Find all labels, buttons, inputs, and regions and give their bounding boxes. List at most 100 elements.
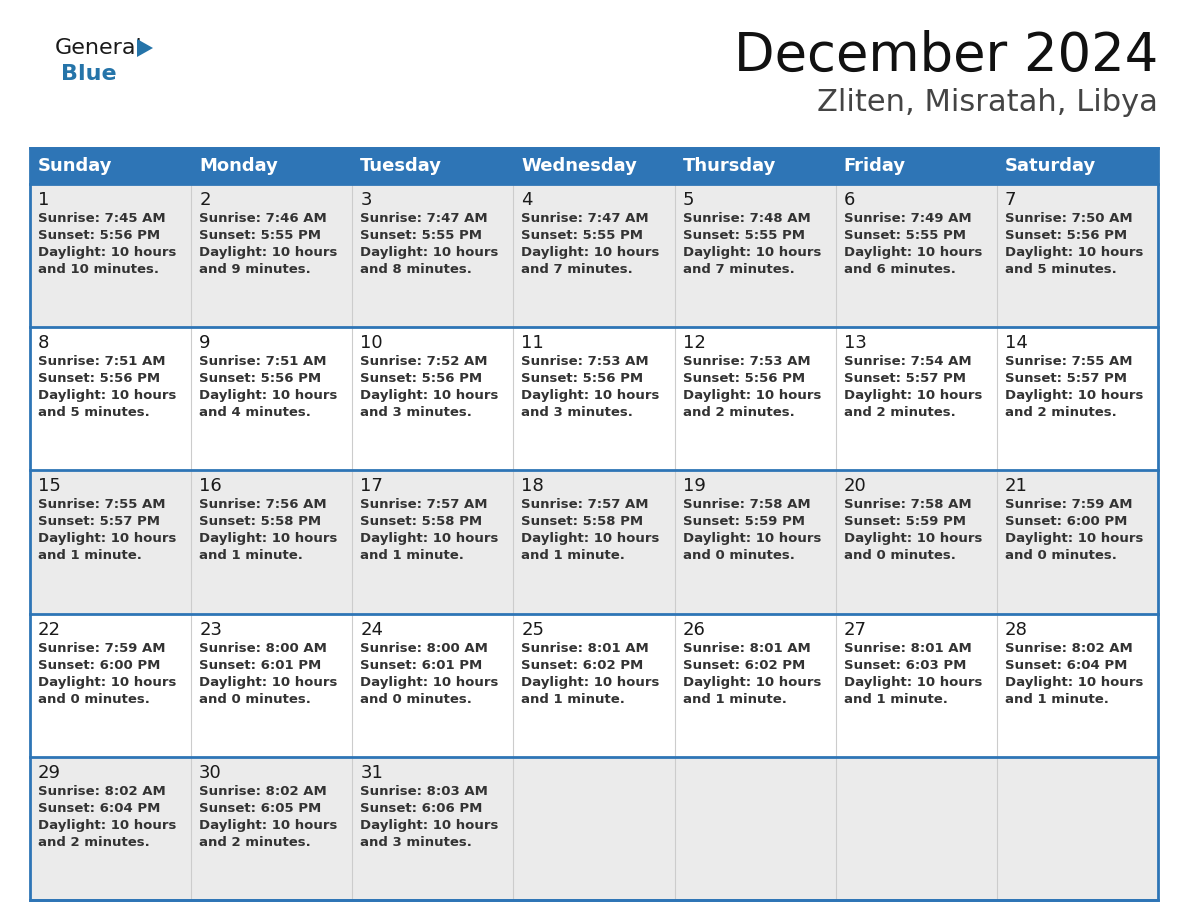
Text: and 10 minutes.: and 10 minutes. <box>38 263 159 276</box>
Text: Sunset: 5:56 PM: Sunset: 5:56 PM <box>38 372 160 386</box>
Text: Sunset: 5:55 PM: Sunset: 5:55 PM <box>843 229 966 242</box>
Text: Daylight: 10 hours: Daylight: 10 hours <box>522 389 659 402</box>
Text: Sunset: 5:57 PM: Sunset: 5:57 PM <box>843 372 966 386</box>
Text: Sunset: 5:55 PM: Sunset: 5:55 PM <box>522 229 644 242</box>
Bar <box>191 470 353 613</box>
Text: Sunrise: 7:56 AM: Sunrise: 7:56 AM <box>200 498 327 511</box>
Text: Sunset: 5:58 PM: Sunset: 5:58 PM <box>360 515 482 529</box>
Text: 11: 11 <box>522 334 544 353</box>
Text: Sunset: 5:56 PM: Sunset: 5:56 PM <box>1005 229 1127 242</box>
Text: and 2 minutes.: and 2 minutes. <box>843 406 955 420</box>
Text: 12: 12 <box>683 334 706 353</box>
Text: 16: 16 <box>200 477 222 496</box>
Text: and 0 minutes.: and 0 minutes. <box>1005 549 1117 563</box>
Text: 9: 9 <box>200 334 210 353</box>
Text: Sunrise: 7:59 AM: Sunrise: 7:59 AM <box>38 642 165 655</box>
Text: Sunset: 6:03 PM: Sunset: 6:03 PM <box>843 658 966 672</box>
Text: Sunrise: 8:02 AM: Sunrise: 8:02 AM <box>38 785 166 798</box>
Text: Friday: Friday <box>843 157 905 175</box>
Text: Daylight: 10 hours: Daylight: 10 hours <box>522 246 659 259</box>
Text: Monday: Monday <box>200 157 278 175</box>
Text: Sunrise: 8:01 AM: Sunrise: 8:01 AM <box>843 642 972 655</box>
Polygon shape <box>137 39 153 57</box>
Text: Daylight: 10 hours: Daylight: 10 hours <box>360 532 499 545</box>
Text: and 5 minutes.: and 5 minutes. <box>38 406 150 420</box>
Bar <box>30 327 191 470</box>
Bar <box>191 613 353 756</box>
Text: Daylight: 10 hours: Daylight: 10 hours <box>38 819 176 832</box>
Bar <box>513 613 675 756</box>
Text: and 0 minutes.: and 0 minutes. <box>360 692 472 706</box>
Bar <box>675 327 835 470</box>
Bar <box>513 470 675 613</box>
Text: and 1 minute.: and 1 minute. <box>843 692 948 706</box>
Text: Daylight: 10 hours: Daylight: 10 hours <box>1005 676 1143 688</box>
Text: 22: 22 <box>38 621 61 639</box>
Text: Sunrise: 7:55 AM: Sunrise: 7:55 AM <box>38 498 165 511</box>
Text: and 9 minutes.: and 9 minutes. <box>200 263 311 276</box>
Bar <box>513 148 675 184</box>
Text: Daylight: 10 hours: Daylight: 10 hours <box>38 532 176 545</box>
Text: and 3 minutes.: and 3 minutes. <box>360 835 472 849</box>
Bar <box>997 148 1158 184</box>
Text: Zliten, Misratah, Libya: Zliten, Misratah, Libya <box>817 88 1158 117</box>
Text: 18: 18 <box>522 477 544 496</box>
Text: and 2 minutes.: and 2 minutes. <box>200 835 311 849</box>
Text: 27: 27 <box>843 621 867 639</box>
Text: Daylight: 10 hours: Daylight: 10 hours <box>1005 389 1143 402</box>
Text: and 1 minute.: and 1 minute. <box>200 549 303 563</box>
Text: Sunrise: 8:01 AM: Sunrise: 8:01 AM <box>522 642 649 655</box>
Text: Sunrise: 8:00 AM: Sunrise: 8:00 AM <box>200 642 327 655</box>
Text: Daylight: 10 hours: Daylight: 10 hours <box>38 676 176 688</box>
Text: 5: 5 <box>683 191 694 209</box>
Bar <box>30 148 191 184</box>
Text: Sunrise: 7:57 AM: Sunrise: 7:57 AM <box>360 498 488 511</box>
Text: Sunset: 5:57 PM: Sunset: 5:57 PM <box>1005 372 1127 386</box>
Bar <box>513 327 675 470</box>
Text: Sunrise: 7:57 AM: Sunrise: 7:57 AM <box>522 498 649 511</box>
Text: 20: 20 <box>843 477 866 496</box>
Text: Sunset: 6:02 PM: Sunset: 6:02 PM <box>522 658 644 672</box>
Bar <box>675 613 835 756</box>
Text: Sunrise: 7:51 AM: Sunrise: 7:51 AM <box>38 355 165 368</box>
Text: Sunrise: 7:45 AM: Sunrise: 7:45 AM <box>38 212 165 225</box>
Text: Sunrise: 8:02 AM: Sunrise: 8:02 AM <box>200 785 327 798</box>
Text: Daylight: 10 hours: Daylight: 10 hours <box>360 389 499 402</box>
Text: 1: 1 <box>38 191 50 209</box>
Text: Daylight: 10 hours: Daylight: 10 hours <box>683 389 821 402</box>
Text: Sunrise: 7:49 AM: Sunrise: 7:49 AM <box>843 212 972 225</box>
Text: and 3 minutes.: and 3 minutes. <box>522 406 633 420</box>
Text: Sunrise: 7:53 AM: Sunrise: 7:53 AM <box>683 355 810 368</box>
Text: and 6 minutes.: and 6 minutes. <box>843 263 955 276</box>
Text: 4: 4 <box>522 191 533 209</box>
Text: Daylight: 10 hours: Daylight: 10 hours <box>360 246 499 259</box>
Text: 14: 14 <box>1005 334 1028 353</box>
Text: Sunset: 5:59 PM: Sunset: 5:59 PM <box>683 515 804 529</box>
Text: 17: 17 <box>360 477 384 496</box>
Text: 3: 3 <box>360 191 372 209</box>
Text: Daylight: 10 hours: Daylight: 10 hours <box>200 676 337 688</box>
Bar <box>675 470 835 613</box>
Text: Sunset: 5:55 PM: Sunset: 5:55 PM <box>360 229 482 242</box>
Text: and 8 minutes.: and 8 minutes. <box>360 263 472 276</box>
Bar <box>997 756 1158 900</box>
Bar <box>675 756 835 900</box>
Text: Sunset: 5:55 PM: Sunset: 5:55 PM <box>200 229 321 242</box>
Text: 6: 6 <box>843 191 855 209</box>
Text: and 7 minutes.: and 7 minutes. <box>522 263 633 276</box>
Text: Sunrise: 7:52 AM: Sunrise: 7:52 AM <box>360 355 488 368</box>
Text: and 1 minute.: and 1 minute. <box>522 549 625 563</box>
Text: Sunrise: 7:51 AM: Sunrise: 7:51 AM <box>200 355 327 368</box>
Bar <box>675 148 835 184</box>
Bar <box>835 756 997 900</box>
Text: Sunrise: 7:55 AM: Sunrise: 7:55 AM <box>1005 355 1132 368</box>
Text: Sunset: 6:04 PM: Sunset: 6:04 PM <box>1005 658 1127 672</box>
Text: Sunrise: 7:46 AM: Sunrise: 7:46 AM <box>200 212 327 225</box>
Text: Sunset: 6:00 PM: Sunset: 6:00 PM <box>1005 515 1127 529</box>
Text: 2: 2 <box>200 191 210 209</box>
Bar <box>835 470 997 613</box>
Text: Sunrise: 7:47 AM: Sunrise: 7:47 AM <box>360 212 488 225</box>
Text: Sunset: 5:56 PM: Sunset: 5:56 PM <box>683 372 804 386</box>
Bar <box>353 327 513 470</box>
Text: 26: 26 <box>683 621 706 639</box>
